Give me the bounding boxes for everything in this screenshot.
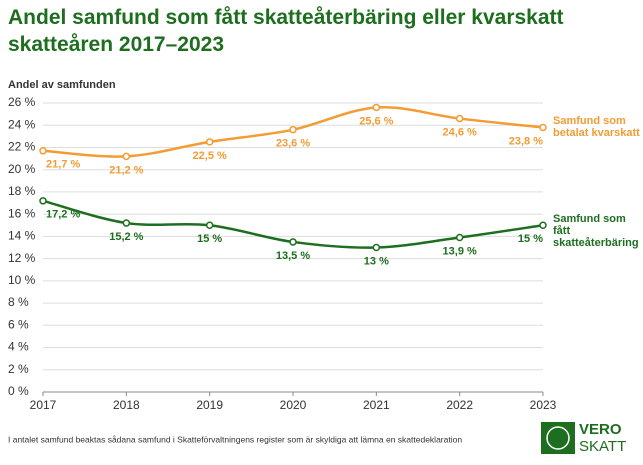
y-tick-label: 4 % xyxy=(8,340,29,354)
point xyxy=(372,243,381,252)
y-tick-label: 16 % xyxy=(8,206,36,220)
point xyxy=(455,114,464,123)
value-label: 13,9 % xyxy=(443,245,477,257)
x-tick-label: 2021 xyxy=(363,398,390,412)
point xyxy=(122,219,131,227)
y-tick-label: 8 % xyxy=(8,295,29,309)
point xyxy=(205,138,214,146)
point xyxy=(39,197,47,205)
logo-text: SKATT xyxy=(579,438,626,455)
x-tick-label: 2019 xyxy=(196,398,223,412)
point xyxy=(289,238,297,246)
y-axis-label: Andel av samfunden xyxy=(8,79,116,91)
value-label: 24,6 % xyxy=(443,126,477,138)
y-tick-label: 2 % xyxy=(8,362,29,376)
y-tick-label: 12 % xyxy=(8,251,36,265)
logo-emblem xyxy=(546,426,570,450)
value-label: 23,8 % xyxy=(509,135,543,147)
point xyxy=(122,152,131,161)
y-tick-label: 10 % xyxy=(8,273,36,287)
x-tick-label: 2022 xyxy=(446,398,473,412)
point xyxy=(455,233,464,242)
value-label: 15 % xyxy=(518,233,543,245)
value-label: 23,6 % xyxy=(276,138,310,150)
y-tick-label: 20 % xyxy=(8,162,36,176)
value-label: 15,2 % xyxy=(109,231,143,243)
value-label: 21,7 % xyxy=(46,159,80,171)
point xyxy=(372,103,381,112)
footnote: I antalet samfund beaktas sådana samfund… xyxy=(8,434,462,444)
value-label: 15 % xyxy=(197,233,222,245)
y-tick-label: 26 % xyxy=(8,95,36,109)
point xyxy=(39,147,47,155)
x-tick-label: 2023 xyxy=(530,398,557,412)
point xyxy=(539,123,547,132)
chart-title: Andel samfund som fått skatteåterbäring … xyxy=(8,6,564,56)
x-tick-label: 2020 xyxy=(280,398,307,412)
logo-text: VERO xyxy=(579,421,622,438)
value-label: 22,5 % xyxy=(193,150,227,162)
value-label: 21,2 % xyxy=(109,164,143,176)
y-tick-label: 22 % xyxy=(8,140,36,154)
y-tick-label: 14 % xyxy=(8,229,36,243)
y-tick-label: 0 % xyxy=(8,384,29,398)
value-label: 13,5 % xyxy=(276,250,310,262)
value-label: 17,2 % xyxy=(46,209,80,221)
x-tick-label: 2017 xyxy=(30,398,57,412)
legend-label: Samfund som betalat kvarskatt xyxy=(553,115,640,140)
x-tick-label: 2018 xyxy=(113,398,140,412)
point xyxy=(289,125,297,134)
point xyxy=(539,221,547,230)
y-tick-label: 18 % xyxy=(8,184,36,198)
y-tick-label: 6 % xyxy=(8,317,29,331)
value-label: 25,6 % xyxy=(359,115,393,127)
y-tick-label: 24 % xyxy=(8,117,36,131)
value-label: 13 % xyxy=(364,255,389,267)
legend-label: Samfund som fått skatteåterbäring xyxy=(553,213,639,250)
point xyxy=(205,221,214,230)
